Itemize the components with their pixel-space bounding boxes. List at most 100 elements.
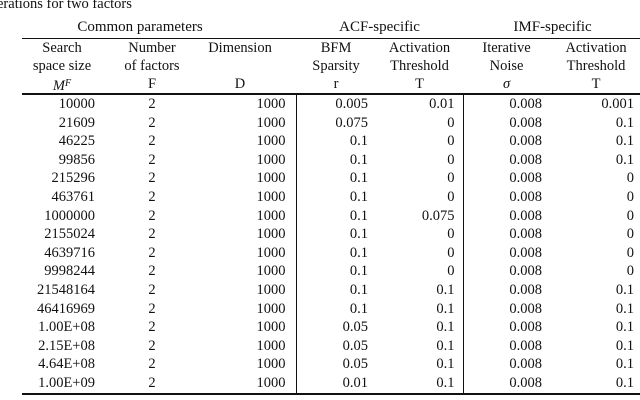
cell-acf-activation-threshold: 0 bbox=[447, 133, 455, 150]
cell-dimension: 1000 bbox=[202, 373, 297, 395]
cell-search-space-size: 2.15E+08 bbox=[38, 337, 95, 354]
cell-acf-activation-threshold: 0 bbox=[447, 188, 455, 205]
cell-imf-activation-threshold: 0 bbox=[626, 170, 635, 187]
cell-iterative-noise: 0.008 bbox=[462, 206, 551, 226]
cell-imf-activation-threshold: 0.1 bbox=[615, 356, 635, 373]
cell-search-space-size: 10000 bbox=[58, 96, 95, 112]
cell-iterative-noise: 0.008 bbox=[462, 243, 551, 263]
cell-dimension: 1000 bbox=[256, 244, 286, 261]
cell-number-of-factors: 2 bbox=[148, 188, 156, 205]
cell-imf-activation-threshold: 0.1 bbox=[615, 300, 635, 317]
cell-number-of-factors: 2 bbox=[148, 244, 156, 261]
cell-number-of-factors: 2 bbox=[148, 170, 156, 187]
cell-iterative-noise: 0.008 bbox=[462, 299, 551, 319]
cell-imf-activation-threshold: 0.1 bbox=[615, 281, 635, 298]
table-row: 1.00E+09 2 1000 0.01 0.1 0.008 0.1 bbox=[22, 373, 640, 395]
cell-iterative-noise: 0.008 bbox=[462, 113, 551, 133]
table-row: 46225 2 1000 0.1 0 0.008 0.1 bbox=[22, 132, 640, 151]
table-row: 21609 2 1000 0.075 0 0.008 0.1 bbox=[22, 113, 640, 133]
cell-bfm-sparsity: 0.1 bbox=[295, 132, 377, 151]
cell-acf-activation-threshold: 0.1 bbox=[436, 319, 455, 336]
table-row: 215296 2 1000 0.1 0 0.008 0 bbox=[22, 169, 640, 188]
table-caption: erations for two factors bbox=[0, 0, 132, 12]
cell-search-space-size: 46225 bbox=[58, 133, 95, 150]
cell-dimension: 1000 bbox=[256, 170, 286, 187]
cell-number-of-factors: 2 bbox=[148, 319, 156, 336]
cell-acf-activation-threshold: 0.1 bbox=[436, 300, 455, 317]
table-row: 463761 2 1000 0.1 0 0.008 0 bbox=[22, 187, 640, 207]
cell-bfm-sparsity: 0.1 bbox=[295, 299, 377, 319]
cell-search-space-size: 215296 bbox=[51, 170, 96, 187]
cell-imf-activation-threshold: 0 bbox=[626, 226, 635, 243]
cell-dimension: 1000 bbox=[256, 188, 286, 205]
cell-imf-activation-threshold: 0.1 bbox=[615, 151, 635, 168]
cell-imf-activation-threshold: 0.1 bbox=[615, 337, 635, 354]
cell-acf-activation-threshold: 0.1 bbox=[436, 281, 455, 298]
cell-bfm-sparsity: 0.1 bbox=[295, 187, 377, 207]
cell-iterative-noise: 0.008 bbox=[462, 150, 551, 170]
cell-search-space-size: 1.00E+09 bbox=[22, 373, 102, 395]
table-row: 1.00E+08 2 1000 0.05 0.1 0.008 0.1 bbox=[22, 318, 640, 337]
cell-acf-activation-threshold: 0 bbox=[447, 244, 455, 261]
cell-dimension: 1000 bbox=[256, 133, 286, 150]
cell-acf-activation-threshold: 0 bbox=[447, 170, 455, 187]
cell-number-of-factors: 2 bbox=[148, 96, 156, 112]
cell-number-of-factors: 2 bbox=[148, 226, 156, 243]
column-header-dimension: Dimension D bbox=[202, 38, 297, 95]
cell-iterative-noise: 0.008 bbox=[462, 169, 551, 188]
cell-iterative-noise: 0.008 bbox=[462, 280, 551, 300]
table-row: 9998244 2 1000 0.1 0 0.008 0 bbox=[22, 262, 640, 281]
cell-dimension: 1000 bbox=[256, 114, 286, 131]
cell-acf-activation-threshold: 0 bbox=[447, 151, 455, 168]
table-row: 1000000 2 1000 0.1 0.075 0.008 0 bbox=[22, 206, 640, 226]
cell-dimension: 1000 bbox=[256, 319, 286, 336]
cell-dimension: 1000 bbox=[256, 337, 286, 354]
cell-iterative-noise: 0.008 bbox=[462, 336, 551, 356]
cell-imf-activation-threshold: 0 bbox=[626, 207, 635, 224]
cell-search-space-size: 9998244 bbox=[44, 263, 95, 280]
cell-iterative-noise: 0.008 bbox=[462, 94, 551, 114]
cell-number-of-factors: 2 bbox=[148, 300, 156, 317]
cell-number-of-factors: 2 bbox=[148, 356, 156, 373]
cell-number-of-factors: 2 bbox=[148, 281, 156, 298]
cell-search-space-size: 21609 bbox=[58, 114, 95, 131]
group-header-imf-specific: IMF-specific bbox=[463, 16, 640, 39]
cell-iterative-noise: 0.008 bbox=[462, 262, 551, 281]
cell-acf-activation-threshold: 0.1 bbox=[376, 373, 464, 395]
table-body: 10000 2 1000 0.005 0.01 0.008 0.001 21609 2 1000 0… bbox=[22, 94, 640, 395]
cell-iterative-noise: 0.008 bbox=[462, 187, 551, 207]
cell-number-of-factors: 2 bbox=[102, 373, 202, 395]
cell-imf-activation-threshold: 0.1 bbox=[550, 373, 640, 395]
cell-imf-activation-threshold: 0 bbox=[626, 188, 635, 205]
cell-dimension: 1000 bbox=[256, 207, 286, 224]
group-header-row: Common parameters ACF-specific IMF-speci… bbox=[22, 16, 640, 39]
cell-search-space-size: 1.00E+08 bbox=[38, 319, 95, 336]
cell-bfm-sparsity: 0.1 bbox=[295, 169, 377, 188]
table-row: 21548164 2 1000 0.1 0.1 0.008 0.1 bbox=[22, 280, 640, 300]
table-row: 4639716 2 1000 0.1 0 0.008 0 bbox=[22, 243, 640, 263]
cell-number-of-factors: 2 bbox=[148, 114, 156, 131]
cell-imf-activation-threshold: 0 bbox=[626, 263, 635, 280]
table-row: 99856 2 1000 0.1 0 0.008 0.1 bbox=[22, 150, 640, 170]
column-header-row: Search space size MF Number of factors F Dimen… bbox=[22, 38, 640, 95]
cell-number-of-factors: 2 bbox=[148, 337, 156, 354]
cell-bfm-sparsity: 0.01 bbox=[295, 373, 377, 395]
table-row: 46416969 2 1000 0.1 0.1 0.008 0.1 bbox=[22, 299, 640, 319]
cell-bfm-sparsity: 0.1 bbox=[295, 206, 377, 226]
cell-search-space-size: 21548164 bbox=[37, 281, 95, 298]
cell-dimension: 1000 bbox=[256, 263, 286, 280]
cell-bfm-sparsity: 0.075 bbox=[295, 113, 377, 133]
cell-acf-activation-threshold: 0 bbox=[447, 226, 455, 243]
cell-iterative-noise: 0.008 bbox=[462, 318, 551, 337]
table-row: 2155024 2 1000 0.1 0 0.008 0 bbox=[22, 225, 640, 244]
cell-imf-activation-threshold: 0.1 bbox=[615, 133, 635, 150]
cell-dimension: 1000 bbox=[256, 281, 286, 298]
cell-search-space-size: 46416969 bbox=[37, 300, 95, 317]
cell-number-of-factors: 2 bbox=[148, 133, 156, 150]
cell-dimension: 1000 bbox=[256, 300, 286, 317]
cell-dimension: 1000 bbox=[256, 226, 286, 243]
cell-acf-activation-threshold: 0.075 bbox=[421, 207, 455, 224]
cell-bfm-sparsity: 0.1 bbox=[295, 150, 377, 170]
column-header-iterative-noise: Iterative Noise σ bbox=[463, 38, 551, 95]
cell-bfm-sparsity: 0.1 bbox=[295, 243, 377, 263]
